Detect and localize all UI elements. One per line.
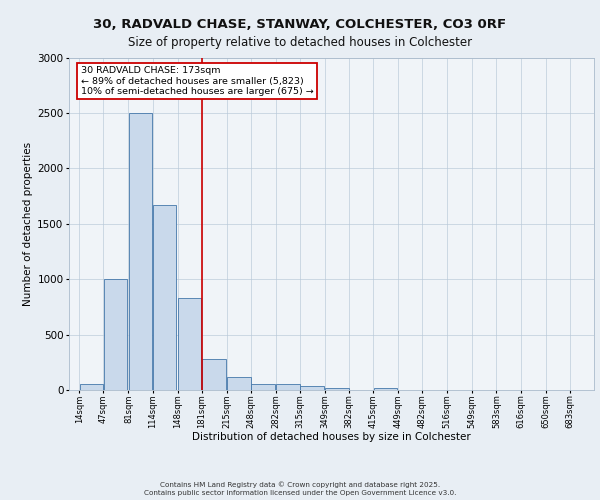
Bar [276,384,299,390]
Y-axis label: Number of detached properties: Number of detached properties [23,142,33,306]
Bar [202,359,226,390]
Bar [251,384,275,390]
X-axis label: Distribution of detached houses by size in Colchester: Distribution of detached houses by size … [192,432,471,442]
Bar [153,205,176,390]
Bar [178,298,202,390]
Text: Size of property relative to detached houses in Colchester: Size of property relative to detached ho… [128,36,472,49]
Bar [325,388,349,390]
Bar [80,384,103,390]
Bar [227,376,251,390]
Text: Contains HM Land Registry data © Crown copyright and database right 2025.
Contai: Contains HM Land Registry data © Crown c… [144,482,456,496]
Bar [300,386,324,390]
Bar [128,113,152,390]
Text: 30, RADVALD CHASE, STANWAY, COLCHESTER, CO3 0RF: 30, RADVALD CHASE, STANWAY, COLCHESTER, … [94,18,506,30]
Bar [104,279,127,390]
Bar [374,388,397,390]
Text: 30 RADVALD CHASE: 173sqm
← 89% of detached houses are smaller (5,823)
10% of sem: 30 RADVALD CHASE: 173sqm ← 89% of detach… [81,66,313,96]
